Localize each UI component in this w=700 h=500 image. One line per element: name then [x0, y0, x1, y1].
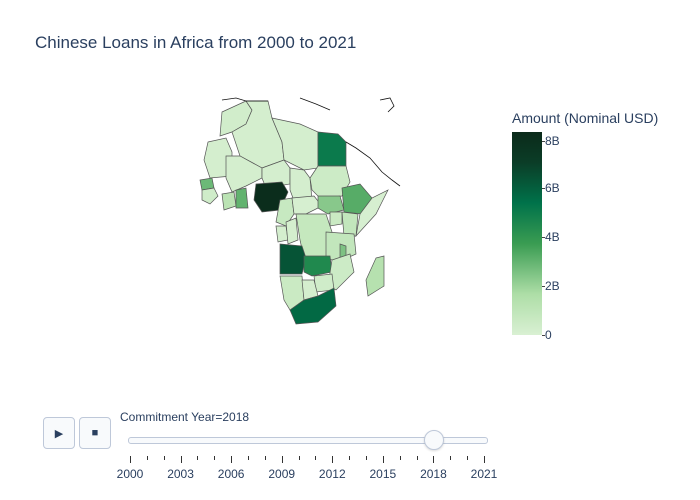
slider-tick	[315, 456, 317, 460]
slider-tick	[214, 456, 216, 460]
colorbar-tick-8b: 8B	[542, 134, 560, 148]
slider-current-value: Commitment Year=2018	[120, 410, 250, 424]
slider-rail[interactable]	[128, 437, 488, 444]
colorbar-tick-4b: 4B	[542, 230, 560, 244]
country-mali[interactable]	[225, 155, 263, 193]
slider-tick	[231, 456, 233, 463]
stop-button[interactable]: ■	[79, 417, 111, 449]
slider-tick	[281, 456, 283, 463]
country-south-sudan[interactable]	[317, 195, 345, 215]
slider-tick	[416, 456, 418, 460]
slider-tick	[146, 456, 148, 460]
slider-grip[interactable]	[424, 430, 445, 450]
slider-tick-label[interactable]: 2000	[116, 467, 144, 481]
country-uganda[interactable]	[329, 211, 343, 227]
play-icon: ▶	[54, 427, 64, 440]
slider-tick	[163, 456, 165, 460]
slider-tick-label[interactable]: 2009	[268, 467, 296, 481]
country-south-africa[interactable]	[289, 287, 337, 325]
country-cameroon[interactable]	[275, 197, 295, 227]
slider-tick	[248, 456, 249, 460]
country-central-african-republic[interactable]	[291, 195, 323, 215]
slider-tick	[332, 456, 334, 463]
slider-tick	[399, 456, 401, 460]
country-kenya[interactable]	[341, 211, 359, 237]
play-button[interactable]: ▶	[43, 417, 75, 449]
slider-tick	[467, 456, 469, 460]
slider-tick	[450, 456, 452, 460]
colorbar-gradient	[512, 132, 542, 335]
slider-tick	[130, 456, 131, 463]
country-egypt[interactable]	[317, 131, 347, 167]
country-angola[interactable]	[279, 243, 307, 275]
neighbor-outline-1	[221, 97, 268, 102]
slider-tick	[484, 456, 485, 463]
country-gabon[interactable]	[275, 225, 289, 243]
country-guinea[interactable]	[201, 187, 219, 205]
slider-tick	[197, 456, 199, 460]
country-cote-d-ivoire[interactable]	[221, 191, 237, 211]
country-republic-of-congo[interactable]	[285, 217, 299, 245]
slider-tick-label[interactable]: 2006	[217, 467, 245, 481]
slider-tick	[433, 456, 435, 463]
neighbor-outline-4	[379, 97, 395, 113]
colorbar-tick-2b: 2B	[542, 279, 560, 293]
country-madagascar[interactable]	[365, 255, 385, 297]
slider-tick-label[interactable]: 2015	[369, 467, 397, 481]
colorbar-tick-0: 0	[542, 328, 552, 342]
slider-tick-label[interactable]: 2012	[318, 467, 346, 481]
colorbar-tick-6b: 6B	[542, 181, 560, 195]
chart-title: Chinese Loans in Africa from 2000 to 202…	[35, 33, 357, 52]
stop-icon: ■	[91, 427, 99, 439]
slider-tick-label[interactable]: 2021	[470, 467, 498, 481]
slider-tick	[382, 456, 384, 463]
slider-tick-label[interactable]: 2003	[167, 467, 194, 481]
neighbor-outline-3	[345, 141, 401, 187]
country-zambia[interactable]	[303, 255, 333, 277]
slider-tick	[180, 456, 182, 463]
country-ghana[interactable]	[235, 187, 249, 209]
slider-tick	[349, 456, 351, 460]
slider-tick-label[interactable]: 2018	[420, 467, 447, 481]
colorbar-title: Amount (Nominal USD)	[512, 110, 659, 126]
slider-tick	[264, 456, 266, 460]
slider-tick	[298, 456, 300, 460]
neighbor-outline-2	[299, 97, 331, 111]
slider-tick	[366, 456, 367, 460]
country-libya[interactable]	[271, 117, 319, 171]
